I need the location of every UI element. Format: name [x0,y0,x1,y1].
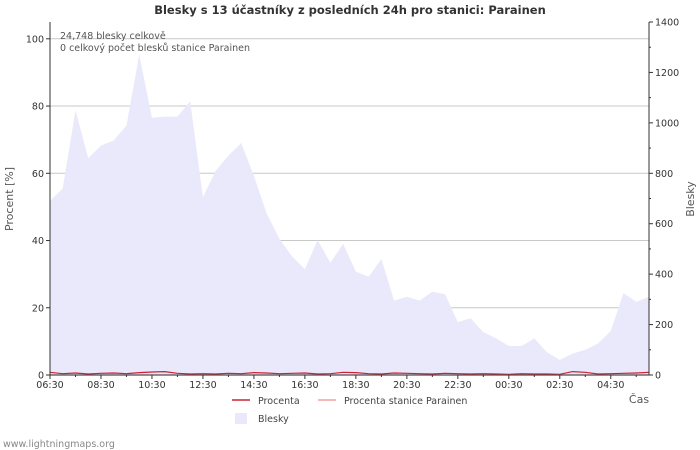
x-tick-label-20:30: 20:30 [393,380,420,391]
x-tick-label-00:30: 00:30 [495,380,522,391]
legend-label-procenta-stanice: Procenta stanice Parainen [344,396,467,407]
y-left-tick-label-100: 100 [26,34,44,45]
y-right-tick-label-1400: 1400 [655,18,679,29]
annotation-station-strokes: 0 celkový počet blesků stanice Parainen [60,43,250,54]
annotation-total-strokes: 24,748 blesky celkově [60,31,166,42]
x-tick-label-04:30: 04:30 [597,380,624,391]
chart-title: Blesky s 13 účastníky z posledních 24h p… [154,3,546,17]
x-axis-label: Čas [629,393,649,406]
x-tick-label-06:30: 06:30 [36,380,63,391]
y-left-tick-label-40: 40 [32,236,44,247]
y-left-tick-label-60: 60 [32,169,44,180]
y-right-tick-label-600: 600 [655,219,673,230]
x-tick-label-22:30: 22:30 [444,380,471,391]
legend-label-blesky: Blesky [258,414,289,425]
legend-label-procenta: Procenta [258,396,300,407]
series-area-blesky [50,54,649,376]
y-left-tick-label-20: 20 [32,303,44,314]
x-tick-label-18:30: 18:30 [342,380,369,391]
x-tick-label-16:30: 16:30 [291,380,318,391]
y-right-tick-label-1000: 1000 [655,118,679,129]
x-tick-label-08:30: 08:30 [87,380,114,391]
series-line-procenta [49,370,650,375]
y-left-tick-label-80: 80 [32,102,44,113]
y-axis-right-label: Blesky [684,181,697,217]
legend: Procenta Procenta stanice Parainen Blesk… [232,396,467,425]
x-tick-label-02:30: 02:30 [546,380,573,391]
y-right-tick-label-0: 0 [655,371,661,382]
x-tick-label-10:30: 10:30 [138,380,165,391]
area-layer [50,54,649,376]
source-credit[interactable]: www.lightningmaps.org [3,439,115,450]
y-right-tick-label-1200: 1200 [655,68,679,79]
y-axis-left-label: Procent [%] [3,167,16,231]
y-right-tick-label-400: 400 [655,270,673,281]
x-tick-label-14:30: 14:30 [240,380,267,391]
y-left-tick-label-0: 0 [38,371,44,382]
x-tick-label-12:30: 12:30 [189,380,216,391]
legend-swatch-blesky [235,413,247,424]
y-right-tick-label-200: 200 [655,320,673,331]
tick-layer: 020406080100020040060080010001200140006:… [26,18,679,392]
y-right-tick-label-800: 800 [655,169,673,180]
